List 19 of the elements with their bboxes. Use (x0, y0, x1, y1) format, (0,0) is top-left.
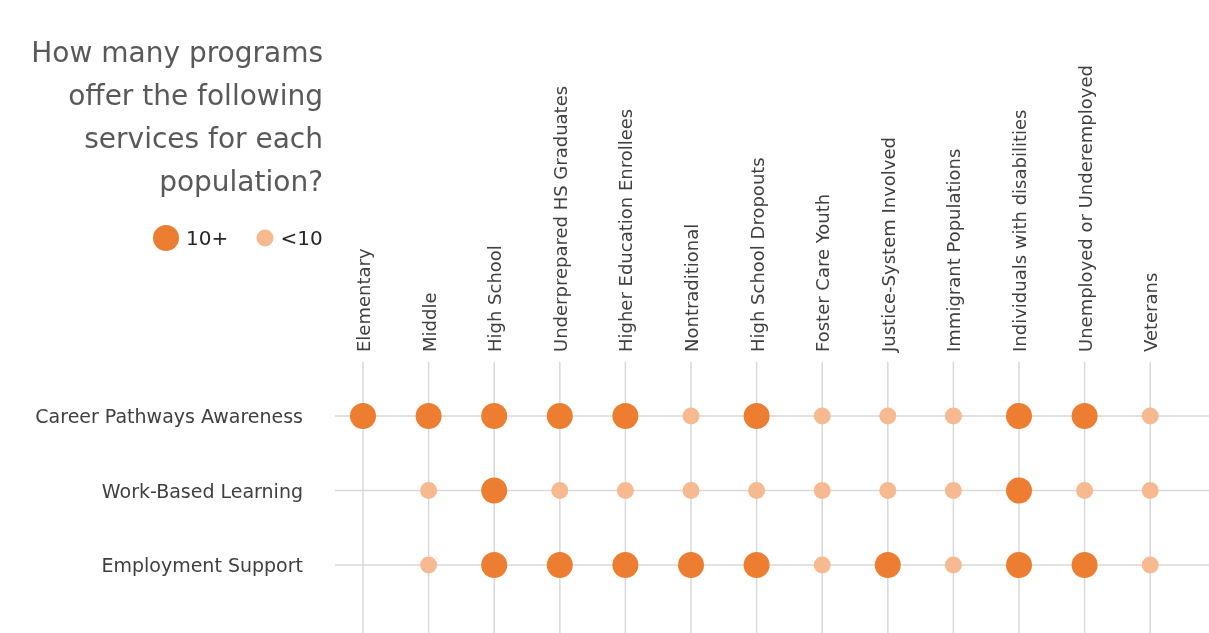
x-tick-label: Middle (418, 292, 440, 352)
x-tick-label: High School Dropouts (746, 157, 768, 352)
x-tick-label: High School (484, 245, 506, 352)
legend-label: 10+ (186, 226, 229, 250)
x-tick-label: Underprepared HS Graduates (549, 85, 571, 352)
x-tick-label: Unemployed or Underemployed (1074, 65, 1096, 352)
x-tick-label: Veterans (1140, 272, 1162, 352)
chart-title: How many programs offer the following services for each population? (31, 36, 323, 198)
x-tick-label: Nontraditional (681, 223, 702, 352)
text: Employment Support (101, 554, 303, 576)
x-tick-label: Immigrant Populations (943, 148, 965, 352)
legend-label: <10 (280, 226, 323, 250)
x-tick-label: Foster Care Youth (812, 193, 834, 352)
x-tick-label: Justice-System Involved (877, 137, 899, 353)
x-tick-label: Elementary (353, 248, 374, 352)
text: Work-Based Learning (101, 479, 303, 502)
x-tick-label: Individuals with disabilities (1009, 109, 1030, 352)
text: Career Pathways Awareness (35, 405, 303, 427)
x-tick-label: Higher Education Enrollees (615, 108, 637, 352)
